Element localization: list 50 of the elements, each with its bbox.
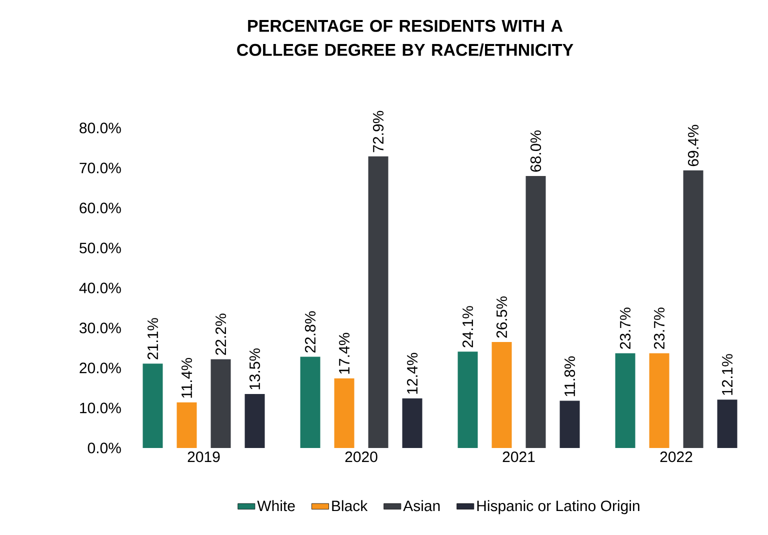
bar — [492, 342, 512, 448]
bar — [402, 398, 422, 448]
bar — [717, 400, 738, 448]
legend-label: Hispanic or Latino Origin — [477, 500, 640, 514]
bar — [683, 170, 704, 448]
bar — [176, 402, 197, 448]
data-label: 12.4% — [406, 352, 418, 394]
y-tick-label: 50.0% — [80, 242, 121, 254]
legend-label: White — [257, 500, 295, 512]
y-tick-label: 10.0% — [80, 402, 121, 414]
bar — [210, 359, 231, 448]
bar — [615, 353, 636, 448]
x-tick-label: 2019 — [188, 452, 220, 462]
data-label: 23.7% — [654, 308, 665, 349]
legend-label: Asian — [403, 500, 440, 512]
y-tick-label: 60.0% — [80, 202, 121, 214]
y-tick-label: 30.0% — [80, 322, 121, 334]
y-tick-label: 80.0% — [80, 122, 121, 134]
data-label: 22.2% — [215, 314, 226, 355]
data-label: 23.7% — [620, 308, 631, 349]
y-tick-label: 40.0% — [79, 282, 121, 294]
x-tick-label: 2022 — [660, 452, 692, 462]
data-label: 21.1% — [147, 318, 158, 360]
bar — [560, 400, 580, 448]
data-label: 24.1% — [462, 306, 474, 348]
data-label: 69.4% — [688, 124, 699, 166]
bar — [649, 353, 670, 448]
bar — [458, 352, 478, 448]
data-label: 17.4% — [339, 332, 350, 374]
data-label: 13.5% — [249, 348, 260, 390]
bar — [300, 356, 320, 448]
chart-title: PERCENTAGE OF RESIDENTS WITH A COLLEGE DEGREE BY RACE/ETHNICITY — [237, 20, 574, 56]
bar — [368, 156, 388, 448]
legend-label: Black — [332, 500, 368, 512]
data-label: 68.0% — [530, 130, 542, 172]
y-tick-label: 0.0% — [88, 442, 121, 454]
x-tick-label: 2021 — [502, 452, 535, 462]
y-tick-label: 70.0% — [80, 162, 121, 174]
data-label: 26.5% — [496, 296, 508, 338]
bar — [142, 364, 163, 448]
data-label: 72.9% — [372, 110, 384, 152]
x-tick-label: 2020 — [345, 452, 378, 462]
data-label: 11.4% — [182, 358, 192, 398]
bar — [334, 378, 354, 448]
bar — [244, 394, 265, 448]
bar — [526, 176, 546, 448]
data-label: 12.1% — [722, 354, 733, 395]
data-label: 11.8% — [564, 356, 576, 396]
y-tick-label: 20.0% — [80, 362, 121, 374]
data-label: 22.8% — [304, 311, 316, 353]
